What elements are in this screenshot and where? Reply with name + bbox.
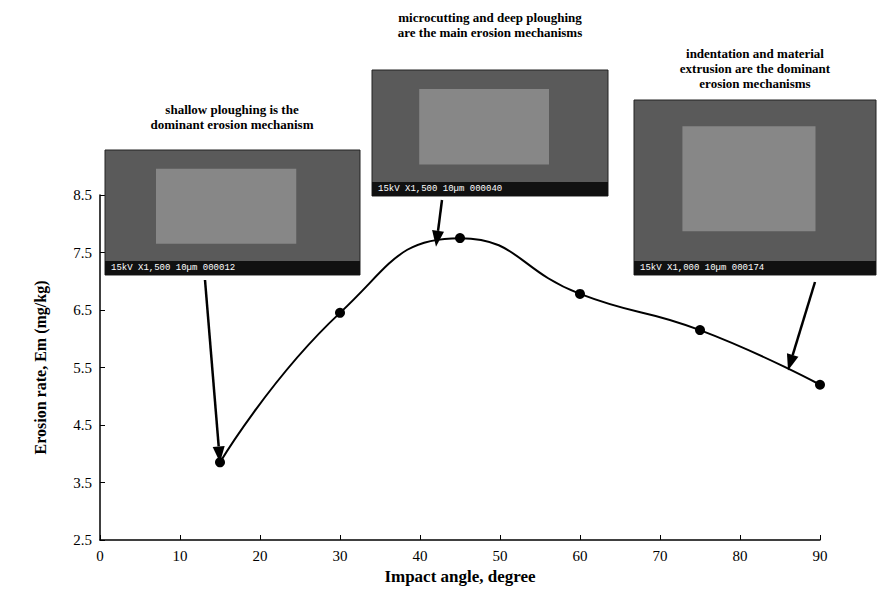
- svg-text:70: 70: [653, 548, 668, 564]
- svg-text:erosion mechanisms: erosion mechanisms: [699, 76, 810, 91]
- svg-text:80: 80: [733, 548, 748, 564]
- svg-text:20: 20: [253, 548, 268, 564]
- svg-text:10: 10: [173, 548, 188, 564]
- svg-text:15kV X1,000 10µm 000174: 15kV X1,000 10µm 000174: [640, 263, 764, 273]
- svg-text:60: 60: [573, 548, 588, 564]
- svg-text:90: 90: [813, 548, 828, 564]
- svg-text:microcutting and deep ploughin: microcutting and deep ploughing: [398, 10, 582, 25]
- svg-text:15kV X1,500 10µm 000040: 15kV X1,500 10µm 000040: [378, 184, 502, 194]
- svg-text:2.5: 2.5: [73, 532, 92, 548]
- svg-text:are the main erosion mechanism: are the main erosion mechanisms: [398, 25, 582, 40]
- svg-text:3.5: 3.5: [73, 475, 92, 491]
- svg-text:40: 40: [413, 548, 428, 564]
- svg-text:6.5: 6.5: [73, 302, 92, 318]
- svg-text:5.5: 5.5: [73, 360, 92, 376]
- svg-text:7.5: 7.5: [73, 245, 92, 261]
- svg-text:indentation and material: indentation and material: [686, 46, 824, 61]
- svg-text:dominant erosion mechanism: dominant erosion mechanism: [151, 117, 314, 132]
- svg-text:8.5: 8.5: [73, 187, 92, 203]
- svg-text:15kV X1,500 10µm 000012: 15kV X1,500 10µm 000012: [111, 263, 235, 273]
- svg-text:Erosion rate, Em (mg/kg): Erosion rate, Em (mg/kg): [32, 281, 50, 455]
- svg-text:shallow ploughing is the: shallow ploughing is the: [165, 102, 299, 117]
- svg-text:Impact angle, degree: Impact angle, degree: [384, 567, 536, 586]
- svg-text:extrusion are the dominant: extrusion are the dominant: [680, 61, 831, 76]
- svg-text:4.5: 4.5: [73, 417, 92, 433]
- svg-text:50: 50: [493, 548, 508, 564]
- svg-text:30: 30: [333, 548, 348, 564]
- svg-text:0: 0: [96, 548, 104, 564]
